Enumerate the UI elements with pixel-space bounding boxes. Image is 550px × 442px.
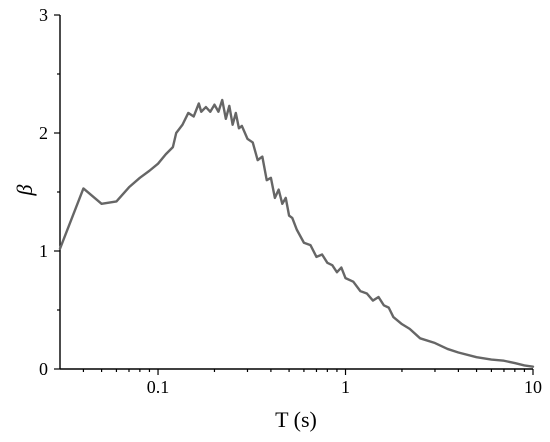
y-tick-label: 2 [39, 123, 48, 143]
x-axis-title: T (s) [275, 407, 317, 432]
x-tick-label: 0.1 [147, 377, 170, 397]
y-tick-label: 3 [39, 5, 48, 25]
plot-area: 0 1 2 3 0.1 1 10 [39, 5, 542, 397]
x-tick-label: 1 [341, 377, 350, 397]
y-axis-title: β [12, 184, 37, 196]
y-tick-label: 0 [39, 359, 48, 379]
series-line [58, 98, 535, 368]
x-tick-label: 10 [524, 377, 542, 397]
y-tick-label: 1 [39, 241, 48, 261]
